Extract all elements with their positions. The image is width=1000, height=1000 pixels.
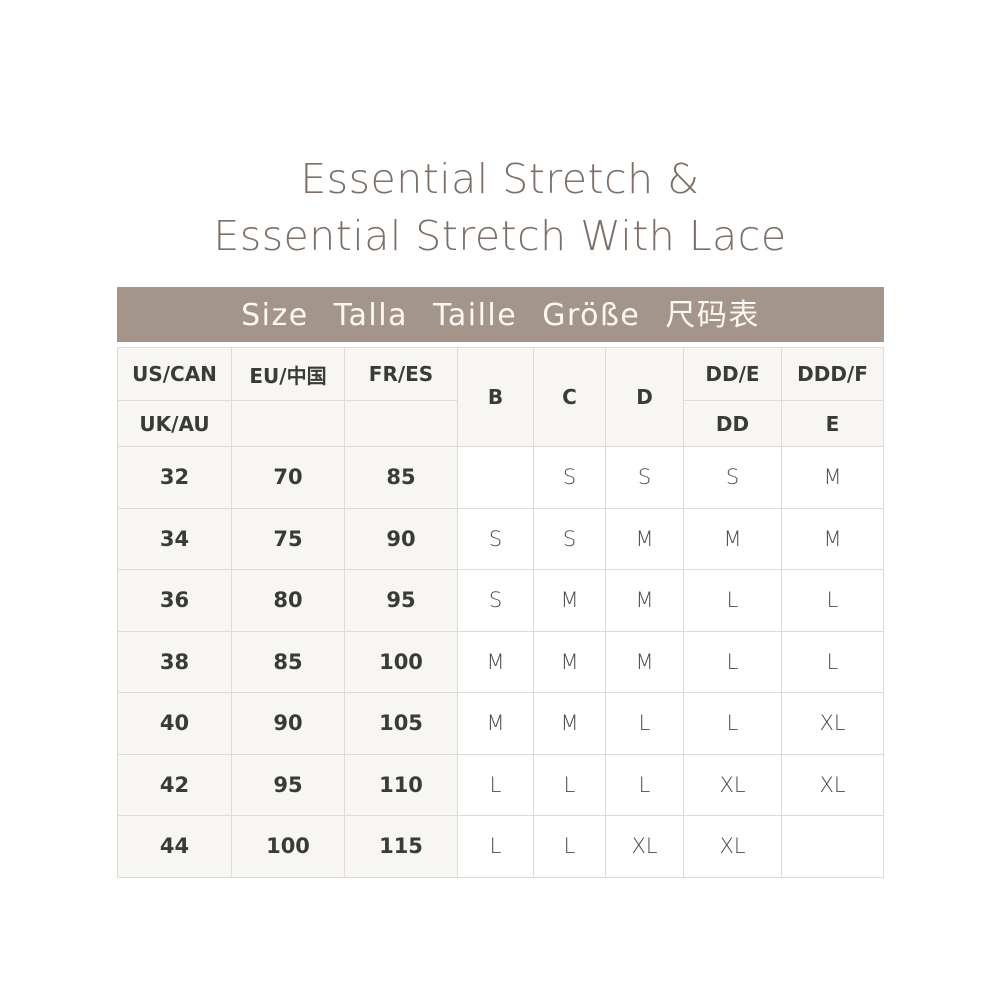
size-header-band: Size Talla Taille Größe 尺码表	[117, 287, 884, 342]
cell-d: M	[605, 507, 684, 570]
cell-d: L	[605, 692, 684, 755]
cell-c: M	[533, 630, 606, 693]
cell-dddf: M	[781, 446, 884, 509]
cell-fr: 100	[344, 630, 458, 693]
cell-d: M	[605, 569, 684, 632]
cell-b: L	[457, 815, 534, 878]
cell-us: 42	[117, 753, 232, 816]
cell-dde: L	[683, 630, 782, 693]
cell-fr: 85	[344, 446, 458, 509]
cell-dddf: L	[781, 569, 884, 632]
cell-fr: 95	[344, 569, 458, 632]
table-row: 34 75 90 S S M M M	[117, 507, 884, 570]
cell-b: L	[457, 753, 534, 816]
header-us-can: US/CAN	[117, 347, 232, 401]
cell-eu: 70	[231, 446, 345, 509]
cell-fr: 105	[344, 692, 458, 755]
table-row: 42 95 110 L L L XL XL	[117, 753, 884, 816]
header-empty	[344, 400, 458, 447]
table-row: 36 80 95 S M M L L	[117, 569, 884, 632]
header-dd: DD	[683, 400, 782, 447]
size-chart-table: US/CAN EU/中国 FR/ES B C D DD/E DDD/F UK/A…	[117, 347, 884, 878]
cell-eu: 95	[231, 753, 345, 816]
cell-b: S	[457, 507, 534, 570]
header-fr-es: FR/ES	[344, 347, 458, 401]
header-uk-au: UK/AU	[117, 400, 232, 447]
cell-c: M	[533, 692, 606, 755]
cell-d: L	[605, 753, 684, 816]
cell-b: M	[457, 692, 534, 755]
cell-dde: L	[683, 569, 782, 632]
header-ddd-f: DDD/F	[781, 347, 884, 401]
header-d: D	[605, 347, 684, 447]
cell-c: L	[533, 815, 606, 878]
cell-dde: XL	[683, 753, 782, 816]
cell-eu: 80	[231, 569, 345, 632]
cell-us: 34	[117, 507, 232, 570]
cell-eu: 90	[231, 692, 345, 755]
title-line-1: Essential Stretch &	[300, 155, 700, 203]
cell-dde: XL	[683, 815, 782, 878]
table-row: 38 85 100 M M M L L	[117, 630, 884, 693]
cell-dddf: M	[781, 507, 884, 570]
cell-b: M	[457, 630, 534, 693]
cell-eu: 75	[231, 507, 345, 570]
cell-eu: 100	[231, 815, 345, 878]
header-b: B	[457, 347, 534, 447]
cell-dde: L	[683, 692, 782, 755]
cell-us: 40	[117, 692, 232, 755]
cell-b	[457, 446, 534, 509]
cell-us: 36	[117, 569, 232, 632]
cell-eu: 85	[231, 630, 345, 693]
cell-dddf: XL	[781, 753, 884, 816]
header-e: E	[781, 400, 884, 447]
cell-fr: 115	[344, 815, 458, 878]
table-row: 44 100 115 L L XL XL	[117, 815, 884, 878]
cell-dddf: XL	[781, 692, 884, 755]
cell-us: 38	[117, 630, 232, 693]
header-dd-e: DD/E	[683, 347, 782, 401]
cell-us: 44	[117, 815, 232, 878]
cell-fr: 90	[344, 507, 458, 570]
cell-dde: M	[683, 507, 782, 570]
cell-c: S	[533, 507, 606, 570]
header-eu-cn: EU/中国	[231, 347, 345, 401]
cell-fr: 110	[344, 753, 458, 816]
header-empty	[231, 400, 345, 447]
table-row: 40 90 105 M M L L XL	[117, 692, 884, 755]
cell-c: L	[533, 753, 606, 816]
header-c: C	[533, 347, 606, 447]
title-line-2: Essential Stretch With Lace	[213, 212, 787, 260]
table-row: 32 70 85 S S S M	[117, 446, 884, 509]
cell-d: XL	[605, 815, 684, 878]
cell-dddf: L	[781, 630, 884, 693]
cell-us: 32	[117, 446, 232, 509]
cell-d: M	[605, 630, 684, 693]
cell-c: M	[533, 569, 606, 632]
cell-dde: S	[683, 446, 782, 509]
cell-c: S	[533, 446, 606, 509]
cell-d: S	[605, 446, 684, 509]
cell-b: S	[457, 569, 534, 632]
cell-dddf	[781, 815, 884, 878]
